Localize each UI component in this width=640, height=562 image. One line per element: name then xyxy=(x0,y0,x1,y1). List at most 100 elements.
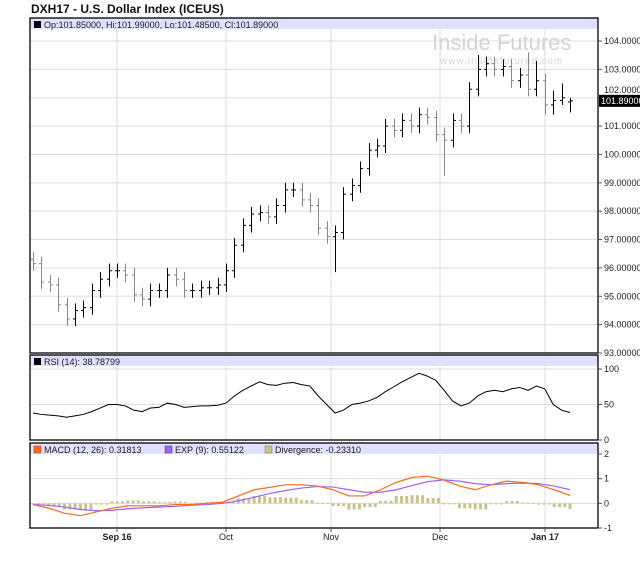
panel-frame xyxy=(29,354,599,441)
ohlc-bar xyxy=(325,221,330,244)
y-tick-label: 96.00000 xyxy=(604,263,640,273)
divergence-bar xyxy=(326,502,330,504)
ohlc-bar xyxy=(316,198,321,236)
divergence-bar xyxy=(131,500,135,504)
divergence-bar xyxy=(268,497,272,504)
divergence-bar xyxy=(142,501,146,504)
divergence-bar xyxy=(479,503,482,510)
ohlc-bar xyxy=(358,161,363,193)
divergence-bar xyxy=(336,503,340,507)
divergence-bar xyxy=(284,497,288,504)
divergence-bar xyxy=(294,497,298,504)
divergence-bar xyxy=(557,503,561,508)
divergence-bar xyxy=(315,502,319,504)
ohlc-bar xyxy=(232,238,237,278)
divergence-bar xyxy=(363,503,367,508)
ohlc-bar xyxy=(132,267,137,302)
divergence-bar xyxy=(384,500,388,504)
y-tick-label: 1 xyxy=(604,474,609,484)
ohlc-bar xyxy=(81,300,86,318)
divergence-bar xyxy=(426,497,430,504)
divergence-bar xyxy=(505,500,509,504)
divergence-bar xyxy=(489,503,493,505)
exp-line xyxy=(32,479,571,512)
divergence-bar xyxy=(99,503,103,505)
divergence-bar xyxy=(552,503,556,508)
ohlc-bar xyxy=(56,277,61,312)
panel-frame xyxy=(29,442,599,529)
divergence-bar xyxy=(84,503,88,510)
ohlc-bar xyxy=(300,182,305,207)
price-legend-swatch xyxy=(34,21,41,28)
ohlc-bar xyxy=(291,182,296,197)
y-tick-label: 102.00000 xyxy=(604,85,640,95)
ohlc-bar xyxy=(274,198,279,224)
ohlc-bar xyxy=(90,283,95,315)
divergence-bar xyxy=(463,503,467,509)
divergence-bar xyxy=(115,501,119,504)
y-tick-label: 101.00000 xyxy=(604,121,640,131)
y-tick-label: 94.00000 xyxy=(604,320,640,330)
rsi-legend-swatch xyxy=(34,358,41,365)
ohlc-bar xyxy=(484,56,489,77)
ohlc-bar xyxy=(509,59,514,88)
ohlc-bar xyxy=(308,192,313,213)
divergence-legend: Divergence: -0.23310 xyxy=(275,445,361,455)
divergence-bar xyxy=(547,503,551,505)
y-tick-label: 100 xyxy=(604,364,619,374)
divergence-bar xyxy=(194,502,198,504)
divergence-bar xyxy=(321,502,325,504)
divergence-bar xyxy=(273,497,277,504)
y-tick-label: 50 xyxy=(604,400,614,410)
divergence-bar xyxy=(484,503,488,510)
ohlc-bar xyxy=(409,113,414,134)
panels xyxy=(29,17,599,529)
divergence-bar xyxy=(515,500,519,504)
macd-legend-swatch xyxy=(33,445,42,454)
ohlc-bar xyxy=(341,187,346,240)
ohlc-bar xyxy=(350,178,355,202)
exp-legend: EXP (9): 0.55122 xyxy=(175,445,244,455)
divergence-legend-swatch xyxy=(264,445,273,454)
ohlc-bar xyxy=(400,113,405,138)
x-tick-label: Dec xyxy=(432,532,449,542)
divergence-bar xyxy=(231,502,235,504)
divergence-bar xyxy=(89,503,93,510)
divergence-bar xyxy=(221,502,225,504)
ohlc-bar xyxy=(417,107,422,134)
divergence-bar xyxy=(173,501,177,504)
y-tick-label: -1 xyxy=(604,523,612,533)
legend-strip xyxy=(30,443,598,454)
ohlc-bar xyxy=(375,138,380,158)
divergence-bar xyxy=(289,497,293,504)
ohlc-bar xyxy=(501,59,506,77)
ohlc-bar xyxy=(157,283,162,298)
divergence-bar xyxy=(405,495,409,504)
x-tick-label: Jan 17 xyxy=(531,532,559,542)
price-legend: Op:101.85000, Hi:101.99000, Lo:101.48500… xyxy=(44,20,278,30)
divergence-bar xyxy=(563,503,567,508)
ohlc-bar xyxy=(123,263,128,283)
ohlc-bar xyxy=(107,263,112,287)
last-price-label: 101.89000 xyxy=(601,96,640,106)
divergence-bar xyxy=(252,495,256,504)
divergence-bar xyxy=(442,503,446,505)
ohlc-bar xyxy=(568,98,573,113)
ohlc-bar xyxy=(249,206,254,233)
watermark-logo: Inside Futures www.insidefutures.com xyxy=(432,30,571,67)
divergence-bar xyxy=(184,501,188,504)
ohlc-bar xyxy=(526,52,531,97)
legends: Op:101.85000, Hi:101.99000, Lo:101.48500… xyxy=(33,20,361,455)
divergence-bar xyxy=(331,503,335,507)
ohlc-bar xyxy=(216,277,221,295)
divergence-bar xyxy=(394,495,398,504)
ohlc-bar xyxy=(534,60,539,97)
divergence-bar xyxy=(94,503,98,505)
divergence-bar xyxy=(73,503,77,510)
divergence-bar xyxy=(163,502,167,504)
divergence-bar xyxy=(121,501,124,504)
divergence-bar xyxy=(36,503,40,505)
divergence-bar xyxy=(457,503,461,509)
ohlc-bar xyxy=(459,113,464,134)
